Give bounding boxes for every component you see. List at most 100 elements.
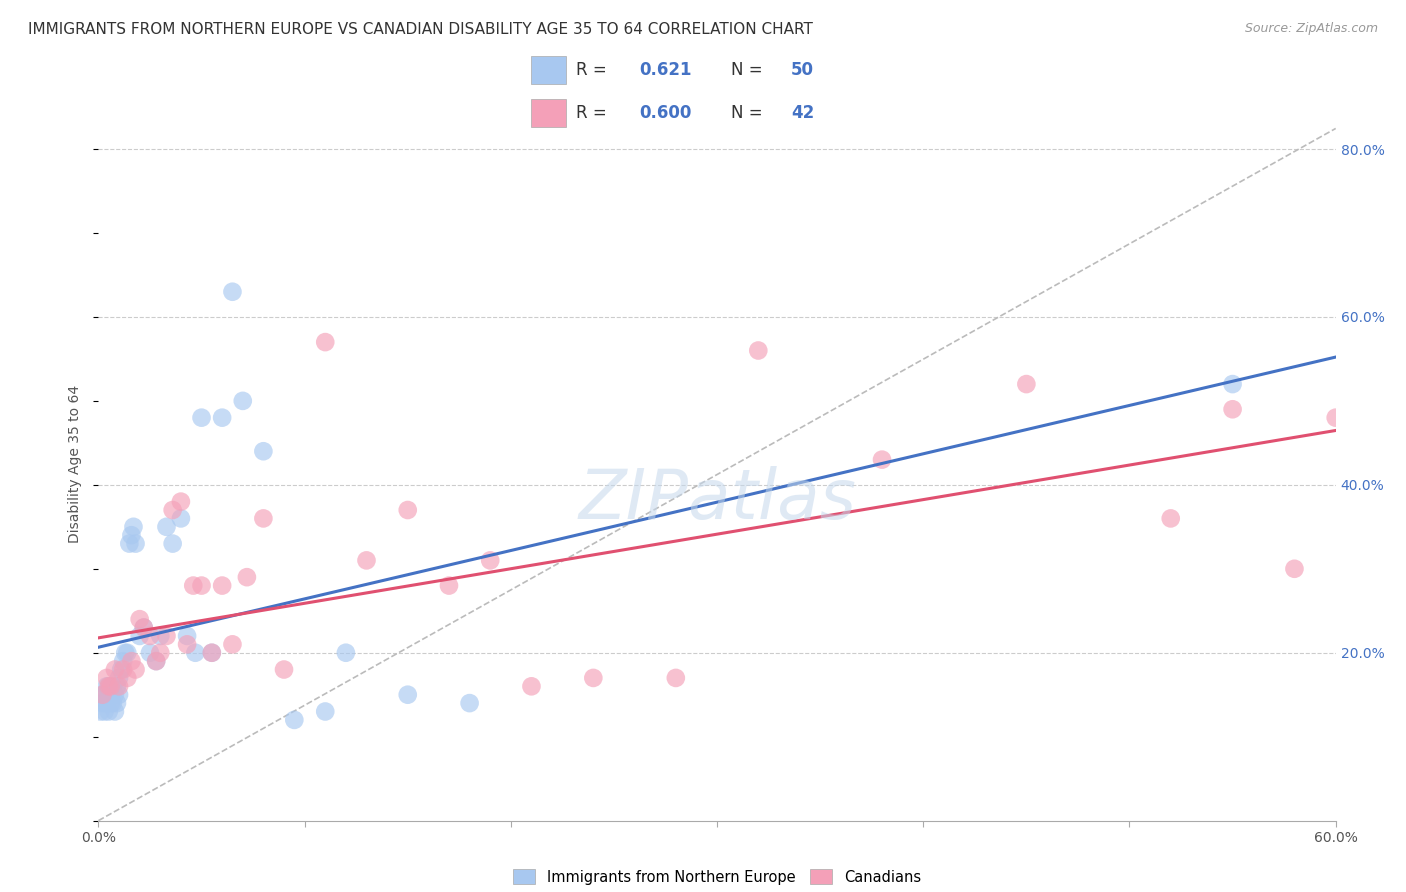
- Point: [221, 285, 243, 299]
- Point: [120, 654, 142, 668]
- Point: [96, 671, 118, 685]
- Point: [93, 705, 115, 719]
- Point: [101, 696, 124, 710]
- Point: [91, 688, 114, 702]
- Point: [96, 679, 118, 693]
- Point: [104, 688, 127, 702]
- Text: N =: N =: [731, 61, 768, 78]
- Text: ZIPatlas: ZIPatlas: [578, 466, 856, 533]
- Point: [139, 646, 162, 660]
- Point: [211, 410, 233, 425]
- Point: [236, 570, 259, 584]
- Point: [114, 646, 136, 660]
- Point: [128, 629, 150, 643]
- Point: [335, 646, 357, 660]
- Point: [458, 696, 481, 710]
- Point: [190, 410, 212, 425]
- Text: N =: N =: [731, 104, 768, 122]
- Point: [145, 654, 167, 668]
- Text: Source: ZipAtlas.com: Source: ZipAtlas.com: [1244, 22, 1378, 36]
- Point: [101, 679, 124, 693]
- Point: [97, 679, 120, 693]
- Point: [97, 705, 120, 719]
- Point: [149, 629, 172, 643]
- Point: [283, 713, 305, 727]
- Point: [104, 663, 127, 677]
- Point: [139, 629, 162, 643]
- Point: [155, 520, 177, 534]
- Point: [252, 444, 274, 458]
- Point: [190, 578, 212, 592]
- Point: [105, 679, 128, 693]
- Point: [201, 646, 224, 660]
- Point: [162, 536, 184, 550]
- Point: [145, 654, 167, 668]
- Point: [132, 621, 155, 635]
- Point: [110, 663, 132, 677]
- Point: [105, 696, 128, 710]
- Point: [124, 536, 146, 550]
- Text: 0.600: 0.600: [640, 104, 692, 122]
- Point: [314, 335, 336, 350]
- Point: [100, 688, 122, 702]
- Point: [252, 511, 274, 525]
- Point: [1284, 562, 1306, 576]
- Point: [1160, 511, 1182, 525]
- Point: [273, 663, 295, 677]
- Point: [1015, 377, 1038, 392]
- Point: [396, 688, 419, 702]
- Point: [232, 393, 254, 408]
- Point: [176, 637, 198, 651]
- Point: [1222, 377, 1244, 392]
- Point: [870, 452, 893, 467]
- Point: [582, 671, 605, 685]
- Point: [132, 621, 155, 635]
- Point: [155, 629, 177, 643]
- Point: [170, 511, 193, 525]
- Legend: Immigrants from Northern Europe, Canadians: Immigrants from Northern Europe, Canadia…: [513, 870, 921, 885]
- Point: [120, 528, 142, 542]
- Point: [520, 679, 543, 693]
- Point: [93, 688, 115, 702]
- Point: [170, 494, 193, 508]
- Point: [112, 654, 135, 668]
- Point: [117, 646, 139, 660]
- Point: [97, 679, 120, 693]
- Point: [108, 688, 131, 702]
- Point: [97, 688, 120, 702]
- Text: 50: 50: [790, 61, 814, 78]
- Point: [479, 553, 502, 567]
- Point: [100, 679, 122, 693]
- Point: [176, 629, 198, 643]
- Bar: [531, 56, 565, 84]
- Point: [104, 705, 127, 719]
- Text: R =: R =: [576, 61, 613, 78]
- Point: [181, 578, 204, 592]
- Point: [128, 612, 150, 626]
- Point: [91, 696, 114, 710]
- Text: 42: 42: [790, 104, 814, 122]
- Point: [437, 578, 460, 592]
- Point: [221, 637, 243, 651]
- Point: [1324, 410, 1347, 425]
- Bar: [531, 99, 565, 127]
- Point: [747, 343, 769, 358]
- Text: R =: R =: [576, 104, 613, 122]
- Point: [89, 705, 111, 719]
- Point: [665, 671, 688, 685]
- Point: [108, 679, 131, 693]
- Point: [91, 688, 114, 702]
- Point: [100, 696, 122, 710]
- Point: [184, 646, 207, 660]
- Point: [112, 663, 135, 677]
- Point: [122, 520, 145, 534]
- Point: [211, 578, 233, 592]
- Point: [108, 671, 131, 685]
- Y-axis label: Disability Age 35 to 64: Disability Age 35 to 64: [69, 384, 83, 543]
- Point: [118, 536, 141, 550]
- Text: IMMIGRANTS FROM NORTHERN EUROPE VS CANADIAN DISABILITY AGE 35 TO 64 CORRELATION : IMMIGRANTS FROM NORTHERN EUROPE VS CANAD…: [28, 22, 813, 37]
- Point: [96, 696, 118, 710]
- Point: [314, 705, 336, 719]
- Point: [162, 503, 184, 517]
- Point: [396, 503, 419, 517]
